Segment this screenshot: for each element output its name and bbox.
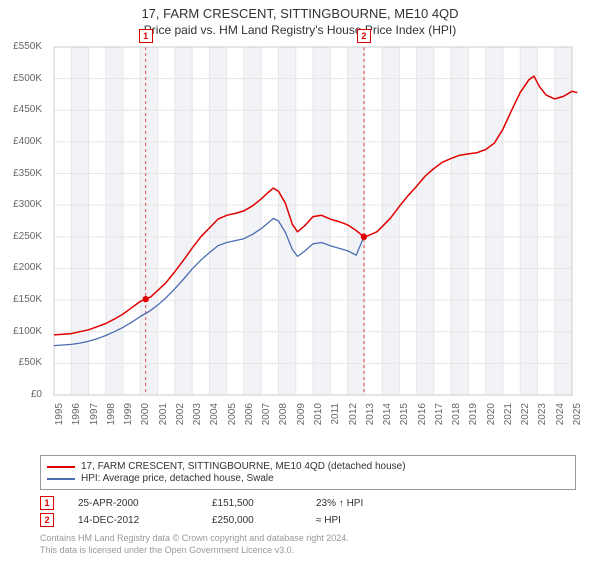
y-tick-label: £450K xyxy=(0,104,42,115)
y-tick-label: £350K xyxy=(0,168,42,179)
legend-label-subject: 17, FARM CRESCENT, SITTINGBOURNE, ME10 4… xyxy=(81,461,406,472)
footer: Contains HM Land Registry data © Crown c… xyxy=(40,533,576,556)
sales-table: 1 25-APR-2000 £151,500 23% ↑ HPI 2 14-DEC-201… xyxy=(40,496,576,527)
x-tick-label: 2005 xyxy=(227,403,238,433)
x-tick-label: 2022 xyxy=(520,403,531,433)
sales-row-marker: 2 xyxy=(40,513,54,527)
sales-row: 2 14-DEC-2012 £250,000 ≈ HPI xyxy=(40,513,576,527)
sales-row-price: £250,000 xyxy=(212,515,292,526)
legend-swatch-hpi xyxy=(47,478,75,480)
x-tick-label: 2009 xyxy=(296,403,307,433)
x-tick-label: 2003 xyxy=(192,403,203,433)
x-tick-label: 2000 xyxy=(140,403,151,433)
legend-item-subject: 17, FARM CRESCENT, SITTINGBOURNE, ME10 4… xyxy=(47,461,569,472)
sale-marker-box: 2 xyxy=(357,29,371,43)
x-tick-label: 2023 xyxy=(537,403,548,433)
footer-line-1: Contains HM Land Registry data © Crown c… xyxy=(40,533,576,545)
x-tick-label: 2001 xyxy=(158,403,169,433)
x-tick-label: 2024 xyxy=(555,403,566,433)
plot-area: £0£50K£100K£150K£200K£250K£300K£350K£400… xyxy=(48,43,586,413)
sales-row-delta: 23% ↑ HPI xyxy=(316,498,396,509)
y-tick-label: £0 xyxy=(0,389,42,400)
legend-label-hpi: HPI: Average price, detached house, Swal… xyxy=(81,473,274,484)
x-tick-label: 2007 xyxy=(261,403,272,433)
x-tick-label: 1999 xyxy=(123,403,134,433)
x-tick-label: 2020 xyxy=(486,403,497,433)
sales-row-price: £151,500 xyxy=(212,498,292,509)
x-tick-label: 2006 xyxy=(244,403,255,433)
x-tick-label: 1997 xyxy=(89,403,100,433)
y-tick-label: £100K xyxy=(0,326,42,337)
y-tick-label: £150K xyxy=(0,294,42,305)
y-tick-label: £50K xyxy=(0,357,42,368)
x-tick-label: 1996 xyxy=(71,403,82,433)
sales-row-marker: 1 xyxy=(40,496,54,510)
sales-row-delta: ≈ HPI xyxy=(316,515,396,526)
y-tick-label: £200K xyxy=(0,262,42,273)
sales-row-date: 14-DEC-2012 xyxy=(78,515,188,526)
x-tick-label: 2016 xyxy=(417,403,428,433)
sales-row: 1 25-APR-2000 £151,500 23% ↑ HPI xyxy=(40,496,576,510)
sale-marker-box: 1 xyxy=(139,29,153,43)
x-tick-label: 2010 xyxy=(313,403,324,433)
x-tick-label: 2012 xyxy=(348,403,359,433)
sales-row-date: 25-APR-2000 xyxy=(78,498,188,509)
legend-item-hpi: HPI: Average price, detached house, Swal… xyxy=(47,473,569,484)
x-tick-label: 2008 xyxy=(278,403,289,433)
x-tick-label: 1998 xyxy=(106,403,117,433)
legend-swatch-subject xyxy=(47,466,75,468)
chart-title: 17, FARM CRESCENT, SITTINGBOURNE, ME10 4… xyxy=(0,6,600,21)
footer-line-2: This data is licensed under the Open Gov… xyxy=(40,545,576,557)
x-tick-label: 2014 xyxy=(382,403,393,433)
x-tick-label: 2011 xyxy=(330,403,341,433)
x-tick-label: 2013 xyxy=(365,403,376,433)
y-tick-label: £300K xyxy=(0,199,42,210)
legend: 17, FARM CRESCENT, SITTINGBOURNE, ME10 4… xyxy=(40,455,576,490)
x-tick-label: 2018 xyxy=(451,403,462,433)
chart-svg xyxy=(48,43,578,399)
x-tick-label: 2025 xyxy=(572,403,583,433)
y-tick-label: £550K xyxy=(0,41,42,52)
x-tick-label: 2015 xyxy=(399,403,410,433)
x-tick-label: 1995 xyxy=(54,403,65,433)
y-tick-label: £250K xyxy=(0,231,42,242)
y-tick-label: £500K xyxy=(0,73,42,84)
chart-subtitle: Price paid vs. HM Land Registry's House … xyxy=(0,23,600,37)
x-tick-label: 2019 xyxy=(468,403,479,433)
x-tick-label: 2017 xyxy=(434,403,445,433)
x-tick-label: 2021 xyxy=(503,403,514,433)
x-tick-label: 2002 xyxy=(175,403,186,433)
y-tick-label: £400K xyxy=(0,136,42,147)
x-tick-label: 2004 xyxy=(209,403,220,433)
